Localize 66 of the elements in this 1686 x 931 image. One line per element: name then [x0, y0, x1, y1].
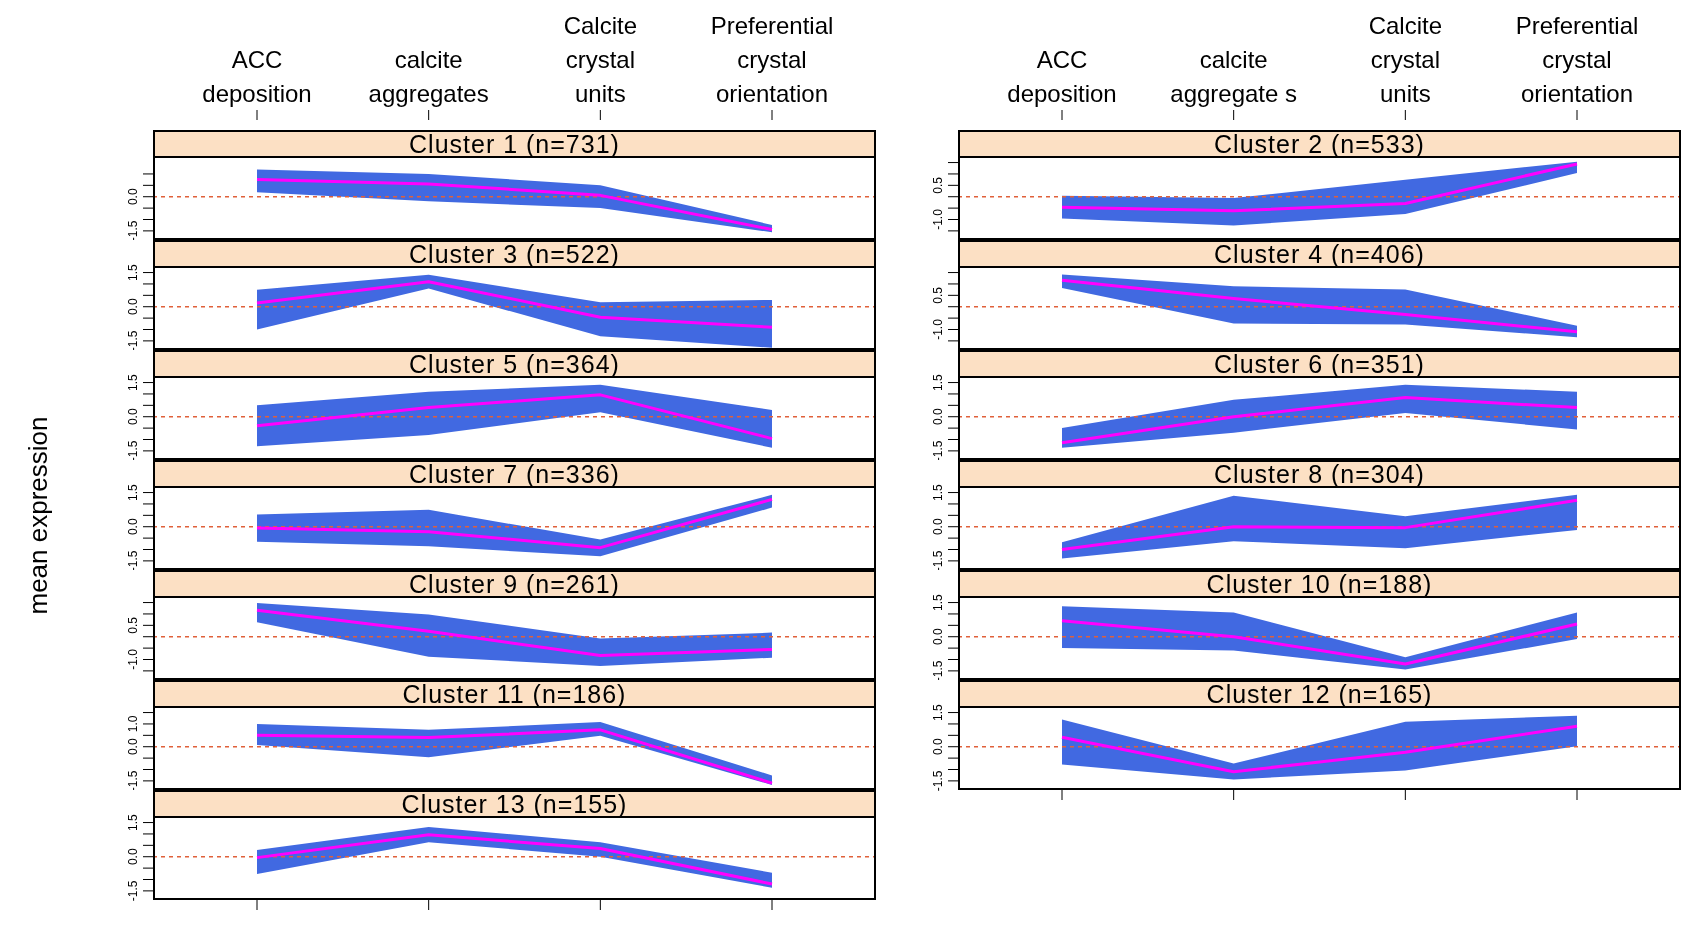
chart-title: Cluster 9 (n=261) — [409, 569, 620, 599]
line-series — [255, 497, 774, 550]
y-tick-label: 0.0 — [126, 188, 140, 206]
x-tick-label: calcite aggregate s — [1170, 46, 1298, 107]
chart-title: Cluster 12 (n=165) — [1206, 679, 1433, 709]
y-tick-label: 0.0 — [126, 518, 140, 536]
chart-title: Cluster 7 (n=336) — [409, 459, 620, 489]
chart-title: Cluster 3 (n=522) — [409, 239, 620, 269]
y-tick-label: -1.0 — [931, 318, 945, 340]
x-tick-label: Preferential crystal orientation — [1515, 12, 1639, 107]
y-tick-label: -1.5 — [126, 220, 140, 242]
line-series — [1060, 498, 1579, 551]
line-series — [1060, 396, 1579, 445]
y-tick-label: -1.5 — [931, 550, 945, 572]
y-tick-label: 0.5 — [931, 176, 945, 194]
y-tick-label: -1.5 — [931, 440, 945, 462]
x-tick-label: ACC deposition — [1007, 46, 1117, 107]
y-tick-label: 1.5 — [931, 483, 945, 501]
y-tick-label: -1.0 — [931, 208, 945, 230]
chart-title: Cluster 4 (n=406) — [1214, 239, 1425, 269]
chart-title: Cluster 1 (n=731) — [409, 129, 620, 159]
chart-title: Cluster 11 (n=186) — [402, 679, 627, 709]
y-tick-label: 0.0 — [126, 738, 140, 756]
line-series — [255, 280, 774, 329]
y-tick-label: -1.5 — [931, 660, 945, 682]
y-tick-label: 0.0 — [931, 408, 945, 426]
y-tick-label: 1.5 — [126, 373, 140, 391]
chart-title: Cluster 5 (n=364) — [409, 349, 620, 379]
y-tick-label: 1.5 — [126, 483, 140, 501]
y-tick-label: 0.0 — [126, 848, 140, 866]
y-tick-label: -1.5 — [126, 550, 140, 572]
line-series — [255, 608, 774, 657]
y-tick-label: 0.0 — [126, 298, 140, 316]
y-tick-label: 0.5 — [931, 286, 945, 304]
line-series — [1060, 724, 1579, 774]
x-tick-label: Calcite crystal units — [1368, 12, 1443, 107]
y-tick-label: 0.0 — [931, 738, 945, 756]
y-tick-label: -1.5 — [126, 440, 140, 462]
y-tick-label: 0.5 — [126, 616, 140, 634]
y-tick-label: 0.0 — [126, 408, 140, 426]
x-tick-label: ACC deposition — [202, 46, 312, 107]
y-tick-label: -1.5 — [126, 770, 140, 792]
y-tick-label: -1.5 — [931, 770, 945, 792]
chart-title: Cluster 2 (n=533) — [1214, 129, 1425, 159]
line-series — [255, 393, 774, 441]
y-tick-label: 1.0 — [126, 715, 140, 733]
line-series — [1060, 619, 1579, 666]
y-axis-title: mean expression — [22, 416, 54, 614]
y-tick-label: 1.5 — [931, 373, 945, 391]
y-tick-label: 0.0 — [931, 518, 945, 536]
y-tick-label: -1.5 — [126, 880, 140, 902]
line-series — [1060, 162, 1579, 213]
x-tick-label: calcite aggregates — [368, 46, 489, 107]
y-tick-label: -1.0 — [126, 648, 140, 670]
chart-title: Cluster 8 (n=304) — [1214, 459, 1425, 489]
y-tick-label: 0.0 — [931, 628, 945, 646]
y-tick-label: 1.5 — [126, 263, 140, 281]
y-tick-label: 1.5 — [126, 813, 140, 831]
chart-title: Cluster 10 (n=188) — [1206, 569, 1433, 599]
y-tick-label: 1.5 — [931, 703, 945, 721]
y-tick-label: -1.5 — [126, 330, 140, 352]
chart-title: Cluster 6 (n=351) — [1214, 349, 1425, 379]
x-tick-label: Calcite crystal units — [563, 12, 638, 107]
y-tick-label: 1.5 — [931, 593, 945, 611]
chart-title: Cluster 13 (n=155) — [401, 789, 628, 819]
x-tick-label: Preferential crystal orientation — [710, 12, 834, 107]
